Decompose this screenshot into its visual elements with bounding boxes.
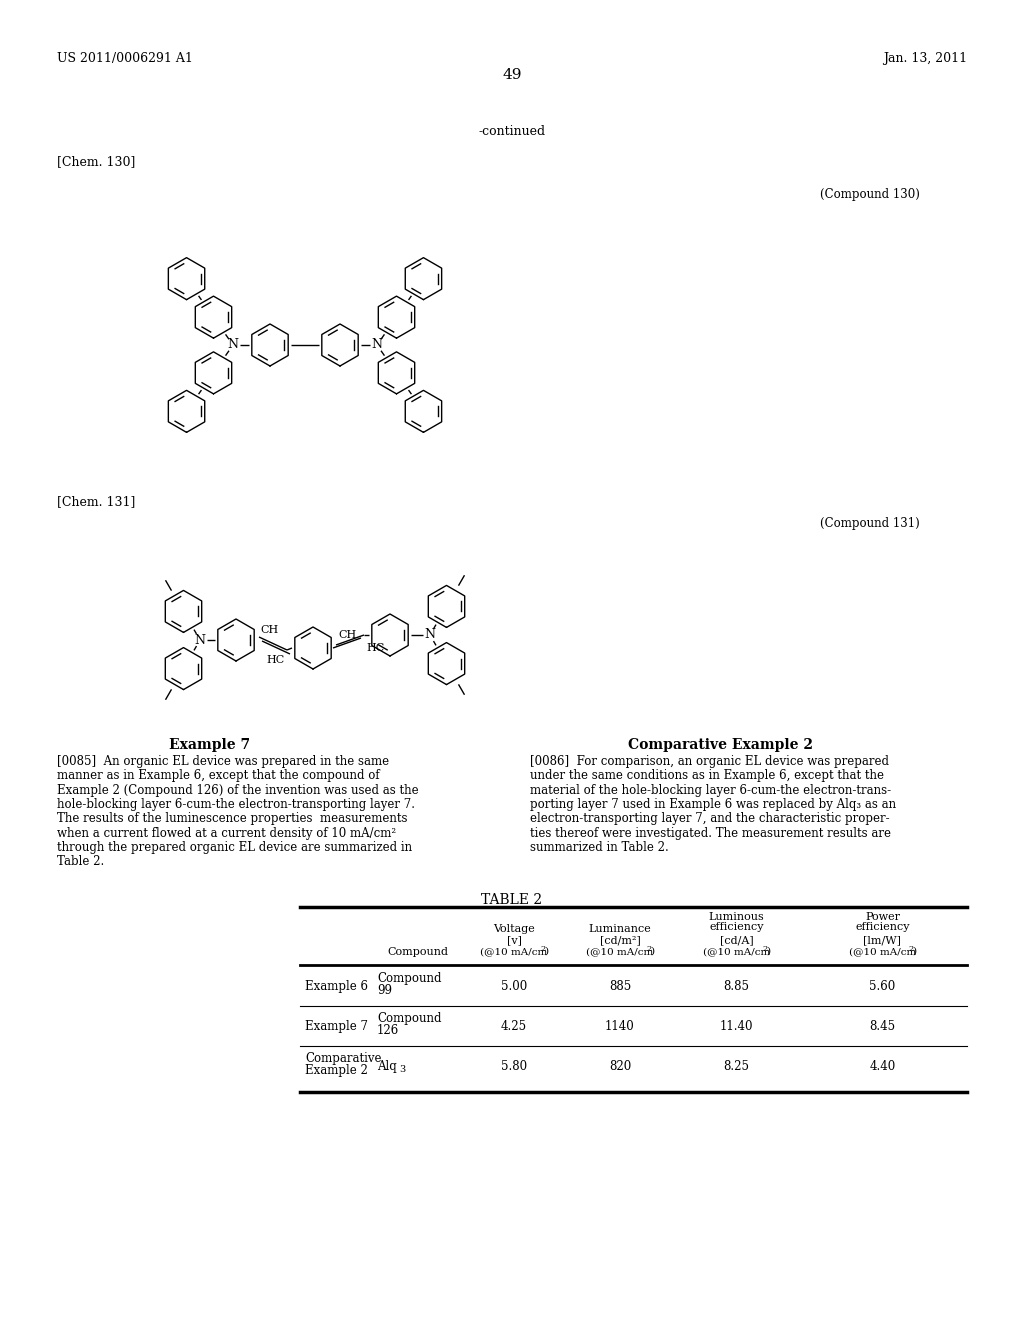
Text: 2: 2 (763, 945, 768, 953)
Text: N: N (425, 628, 435, 642)
Text: CH: CH (260, 624, 279, 635)
Text: ): ) (767, 946, 771, 956)
Text: summarized in Table 2.: summarized in Table 2. (530, 841, 669, 854)
Text: US 2011/0006291 A1: US 2011/0006291 A1 (57, 51, 193, 65)
Text: [0085]  An organic EL device was prepared in the same: [0085] An organic EL device was prepared… (57, 755, 389, 768)
Text: [Chem. 130]: [Chem. 130] (57, 154, 135, 168)
Text: material of the hole-blocking layer 6-cum-the electron-trans-: material of the hole-blocking layer 6-cu… (530, 784, 891, 796)
Text: [cd/m²]: [cd/m²] (600, 935, 640, 945)
Text: TABLE 2: TABLE 2 (481, 894, 543, 907)
Text: Compound: Compound (377, 972, 441, 985)
Text: The results of the luminescence properties  measurements: The results of the luminescence properti… (57, 812, 408, 825)
Text: Luminance: Luminance (589, 924, 651, 935)
Text: Power: Power (865, 912, 900, 921)
Text: HC: HC (266, 655, 285, 665)
Text: 820: 820 (609, 1060, 631, 1073)
Text: 2: 2 (540, 945, 545, 953)
Text: ties thereof were investigated. The measurement results are: ties thereof were investigated. The meas… (530, 826, 891, 840)
Text: 8.85: 8.85 (724, 979, 750, 993)
Text: Example 2 (Compound 126) of the invention was used as the: Example 2 (Compound 126) of the inventio… (57, 784, 419, 796)
Text: [0086]  For comparison, an organic EL device was prepared: [0086] For comparison, an organic EL dev… (530, 755, 889, 768)
Text: [Chem. 131]: [Chem. 131] (57, 495, 135, 508)
Text: CH: CH (338, 630, 356, 640)
Text: (@10 mA/cm: (@10 mA/cm (849, 946, 916, 956)
Text: 11.40: 11.40 (720, 1020, 754, 1034)
Text: Example 2: Example 2 (305, 1064, 368, 1077)
Text: 126: 126 (377, 1024, 399, 1038)
Text: 8.25: 8.25 (724, 1060, 750, 1073)
Text: (@10 mA/cm: (@10 mA/cm (587, 946, 653, 956)
Text: ): ) (650, 946, 654, 956)
Text: under the same conditions as in Example 6, except that the: under the same conditions as in Example … (530, 770, 884, 783)
Text: (Compound 130): (Compound 130) (820, 187, 920, 201)
Text: [lm/W]: [lm/W] (863, 935, 901, 945)
Text: efficiency: efficiency (855, 921, 909, 932)
Text: 4.40: 4.40 (869, 1060, 896, 1073)
Text: [v]: [v] (507, 935, 521, 945)
Text: N: N (195, 634, 206, 647)
Text: Example 7: Example 7 (169, 738, 251, 752)
Text: [cd/A]: [cd/A] (720, 935, 754, 945)
Text: Luminous: Luminous (709, 912, 764, 921)
Text: when a current flowed at a current density of 10 mA/cm²: when a current flowed at a current densi… (57, 826, 396, 840)
Text: ): ) (544, 946, 548, 956)
Text: manner as in Example 6, except that the compound of: manner as in Example 6, except that the … (57, 770, 380, 783)
Text: 3: 3 (399, 1065, 406, 1074)
Text: (Compound 131): (Compound 131) (820, 517, 920, 531)
Text: Table 2.: Table 2. (57, 855, 104, 869)
Text: N: N (227, 338, 239, 351)
Text: N: N (372, 338, 383, 351)
Text: 49: 49 (502, 69, 522, 82)
Text: (@10 mA/cm: (@10 mA/cm (480, 946, 548, 956)
Text: Comparative Example 2: Comparative Example 2 (628, 738, 812, 752)
Text: 1140: 1140 (605, 1020, 635, 1034)
Text: Comparative: Comparative (305, 1052, 382, 1065)
Text: 4.25: 4.25 (501, 1020, 527, 1034)
Text: 2: 2 (646, 945, 651, 953)
Text: ): ) (912, 946, 916, 956)
Text: Compound: Compound (377, 1012, 441, 1026)
Text: electron-transporting layer 7, and the characteristic proper-: electron-transporting layer 7, and the c… (530, 812, 890, 825)
Text: 5.80: 5.80 (501, 1060, 527, 1073)
Text: 99: 99 (377, 983, 392, 997)
Text: 8.45: 8.45 (869, 1020, 896, 1034)
Text: 5.60: 5.60 (869, 979, 896, 993)
Text: (@10 mA/cm: (@10 mA/cm (702, 946, 770, 956)
Text: hole-blocking layer 6-cum-the electron-transporting layer 7.: hole-blocking layer 6-cum-the electron-t… (57, 797, 415, 810)
Text: HC: HC (366, 643, 384, 653)
Text: through the prepared organic EL device are summarized in: through the prepared organic EL device a… (57, 841, 412, 854)
Text: Example 6: Example 6 (305, 979, 368, 993)
Text: Voltage: Voltage (494, 924, 535, 935)
Text: Example 7: Example 7 (305, 1020, 368, 1034)
Text: Jan. 13, 2011: Jan. 13, 2011 (883, 51, 967, 65)
Text: Compound: Compound (387, 946, 449, 957)
Text: 5.00: 5.00 (501, 979, 527, 993)
Text: 885: 885 (609, 979, 631, 993)
Text: Alq: Alq (377, 1060, 396, 1073)
Text: porting layer 7 used in Example 6 was replaced by Alq₃ as an: porting layer 7 used in Example 6 was re… (530, 797, 896, 810)
Text: -continued: -continued (478, 125, 546, 139)
Text: 2: 2 (908, 945, 913, 953)
Text: efficiency: efficiency (710, 921, 764, 932)
